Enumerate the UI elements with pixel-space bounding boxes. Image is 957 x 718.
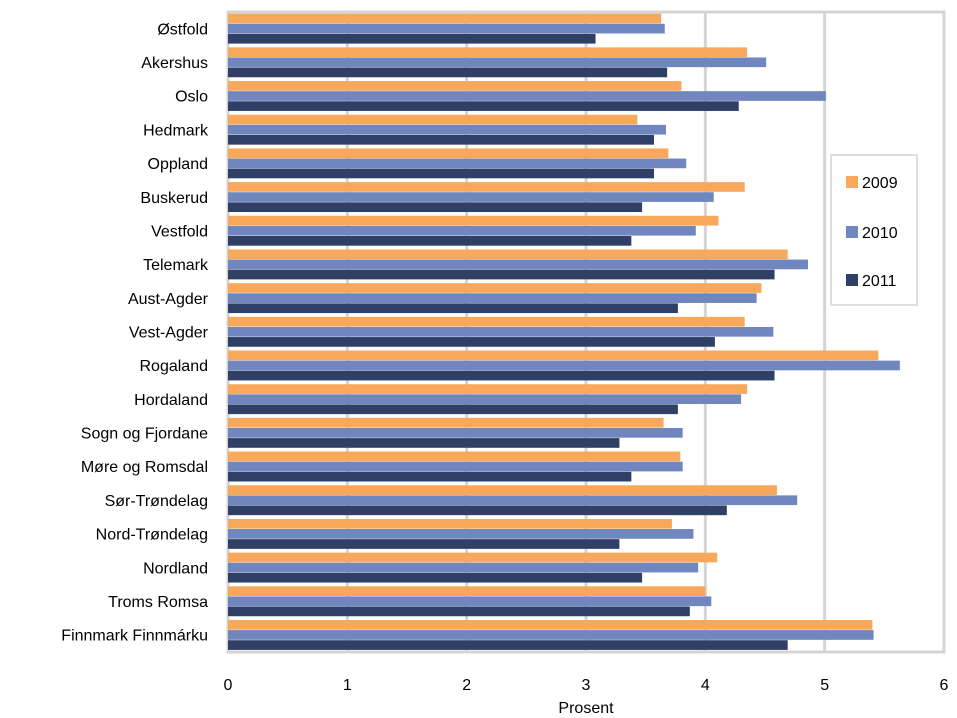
bars bbox=[228, 13, 900, 650]
bar-2011 bbox=[228, 337, 715, 347]
bar-2011 bbox=[228, 640, 788, 650]
bar-2011 bbox=[228, 404, 678, 415]
category-label: Aust-Agder bbox=[128, 291, 209, 308]
bar-2009 bbox=[228, 518, 672, 529]
x-tick-label: 2 bbox=[462, 677, 471, 694]
category-label: Sogn og Fjordane bbox=[81, 426, 208, 443]
category-labels: Østfold Akershus Oslo Hedmark Oppland Buskeru… bbox=[61, 21, 209, 644]
legend-swatch bbox=[846, 274, 858, 286]
bar-2009 bbox=[228, 249, 788, 260]
bar-2009 bbox=[228, 47, 748, 58]
bar-2010 bbox=[228, 461, 683, 472]
bar-2009 bbox=[228, 485, 777, 495]
bar-2010 bbox=[228, 630, 874, 640]
legend-swatch bbox=[846, 226, 858, 238]
bar-2009 bbox=[228, 182, 745, 192]
bar-2011 bbox=[228, 101, 739, 111]
legend-box bbox=[830, 154, 918, 306]
bar-2010 bbox=[228, 192, 714, 202]
bar-2011 bbox=[228, 33, 596, 44]
bar-2011 bbox=[228, 505, 727, 516]
bar-2009 bbox=[228, 552, 718, 563]
category-label: Finnmark Finnmárku bbox=[61, 628, 208, 645]
bar-2010 bbox=[228, 23, 665, 34]
bar-2010 bbox=[228, 225, 696, 236]
category-label: Møre og Romsdal bbox=[81, 459, 208, 476]
bar-2011 bbox=[228, 438, 620, 448]
bar-2009 bbox=[228, 417, 664, 428]
category-label: Hordaland bbox=[134, 392, 208, 409]
category-label: Akershus bbox=[141, 55, 208, 72]
bar-2010 bbox=[228, 596, 712, 607]
bar-2010 bbox=[228, 495, 798, 506]
legend: 2009 2010 2011 bbox=[830, 154, 918, 306]
bar-2010 bbox=[228, 91, 826, 101]
bar-2011 bbox=[228, 606, 690, 617]
bar-2009 bbox=[228, 586, 706, 597]
x-tick-label: 3 bbox=[582, 677, 591, 694]
bar-2010 bbox=[228, 326, 774, 337]
bar-2010 bbox=[228, 394, 742, 405]
bar-2011 bbox=[228, 572, 643, 583]
x-tick-label: 6 bbox=[940, 677, 949, 694]
legend-label: 2010 bbox=[862, 225, 898, 242]
x-tick-label: 1 bbox=[343, 677, 352, 694]
category-label: Rogaland bbox=[140, 358, 209, 375]
category-label: Vestfold bbox=[151, 223, 208, 240]
bar-2011 bbox=[228, 539, 620, 549]
bar-2010 bbox=[228, 360, 900, 371]
legend-label: 2009 bbox=[862, 175, 898, 192]
bar-2009 bbox=[228, 620, 873, 630]
bar-2010 bbox=[228, 259, 808, 270]
bar-2011 bbox=[228, 67, 668, 78]
bar-2009 bbox=[228, 215, 719, 226]
x-tick-labels: 0 1 2 3 4 5 6 bbox=[224, 677, 949, 694]
bar-2011 bbox=[228, 269, 775, 280]
bar-2011 bbox=[228, 471, 632, 482]
bar-2010 bbox=[228, 529, 694, 539]
bar-2011 bbox=[228, 168, 655, 179]
bar-2009 bbox=[228, 451, 681, 462]
bar-2010 bbox=[228, 57, 767, 68]
category-label: Buskerud bbox=[140, 190, 208, 207]
x-tick-label: 5 bbox=[820, 677, 829, 694]
category-label: Oppland bbox=[148, 156, 209, 173]
category-label: Nordland bbox=[143, 560, 208, 577]
bar-2010 bbox=[228, 124, 666, 135]
category-label: Østfold bbox=[157, 21, 208, 38]
x-tick-label: 4 bbox=[701, 677, 710, 694]
bar-2010 bbox=[228, 293, 757, 303]
bar-2009 bbox=[228, 81, 682, 91]
bar-2011 bbox=[228, 303, 678, 314]
bar-2009 bbox=[228, 316, 745, 327]
bar-2009 bbox=[228, 350, 879, 361]
category-label: Nord-Trøndelag bbox=[96, 527, 208, 544]
bar-2010 bbox=[228, 428, 683, 438]
category-label: Sør-Trøndelag bbox=[105, 493, 208, 510]
bar-2010 bbox=[228, 562, 699, 573]
category-label: Telemark bbox=[143, 257, 209, 274]
legend-label: 2011 bbox=[862, 273, 897, 290]
category-label: Vest-Agder bbox=[129, 325, 209, 342]
bar-2009 bbox=[228, 384, 748, 394]
bar-2010 bbox=[228, 158, 687, 169]
category-label: Troms Romsa bbox=[108, 594, 208, 611]
category-label: Hedmark bbox=[143, 122, 209, 139]
bar-2011 bbox=[228, 134, 655, 145]
x-axis-title: Prosent bbox=[558, 700, 614, 717]
x-tick-label: 0 bbox=[224, 677, 233, 694]
bar-2009 bbox=[228, 148, 669, 159]
bar-2011 bbox=[228, 235, 632, 246]
bar-2009 bbox=[228, 283, 762, 293]
category-label: Oslo bbox=[175, 89, 208, 106]
legend-swatch bbox=[846, 176, 858, 188]
bar-2011 bbox=[228, 370, 775, 381]
bar-2011 bbox=[228, 202, 643, 213]
bar-2009 bbox=[228, 13, 662, 24]
bar-2009 bbox=[228, 114, 638, 125]
